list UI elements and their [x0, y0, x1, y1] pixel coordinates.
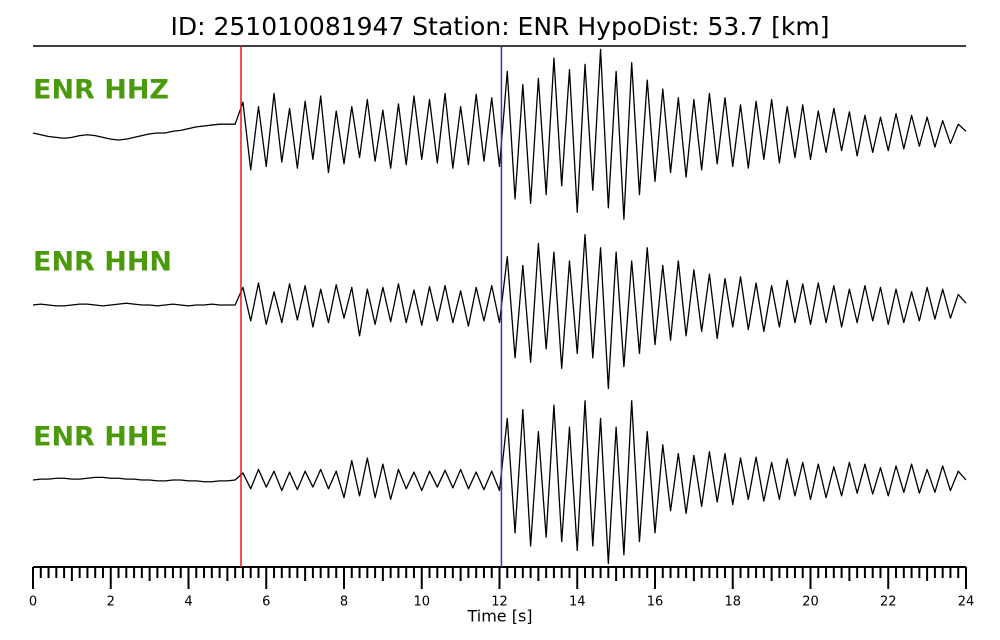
x-tick-label: 8 — [340, 595, 348, 610]
x-tick-label: 20 — [802, 595, 819, 610]
waveform — [32, 48, 967, 220]
x-tick-label: 12 — [491, 595, 508, 610]
x-tick-label: 14 — [569, 595, 586, 610]
trace-label: ENR HHN — [33, 247, 172, 278]
x-tick-label: 6 — [262, 595, 270, 610]
x-tick-label: 10 — [413, 595, 430, 610]
chart-title: ID: 251010081947 Station: ENR HypoDist: … — [171, 12, 830, 41]
waveform — [32, 400, 967, 565]
x-tick-label: 0 — [29, 595, 37, 610]
x-tick-label: 22 — [880, 595, 897, 610]
trace-label: ENR HHE — [33, 422, 168, 453]
x-axis-label: Time [s] — [466, 607, 532, 626]
x-tick-label: 2 — [107, 595, 115, 610]
x-tick-label: 24 — [958, 595, 975, 610]
x-tick-label: 16 — [647, 595, 664, 610]
trace-label: ENR HHZ — [33, 75, 169, 106]
x-tick-label: 4 — [184, 595, 192, 610]
x-tick-label: 18 — [724, 595, 741, 610]
waveform — [32, 233, 967, 390]
